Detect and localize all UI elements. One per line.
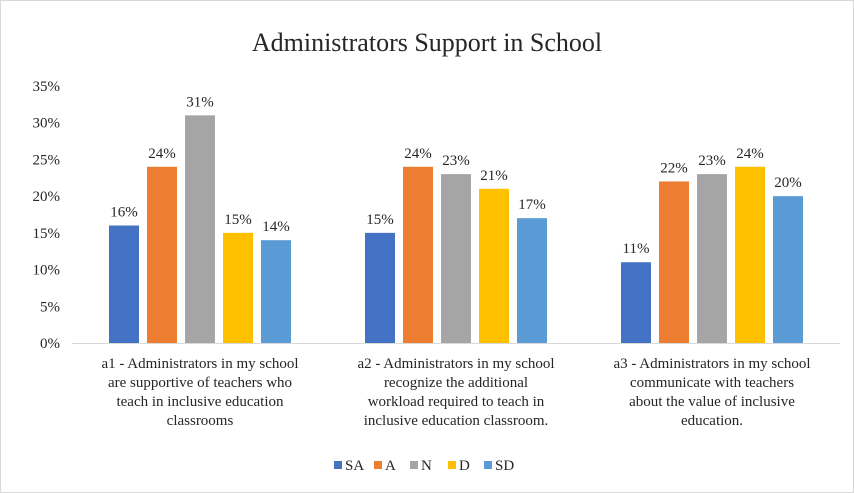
y-tick-label: 35% — [33, 79, 61, 95]
x-category-label: recognize the additional — [384, 375, 528, 391]
x-category-label: communicate with teachers — [630, 375, 794, 391]
y-tick-label: 5% — [40, 299, 60, 315]
bar-sd — [517, 218, 547, 343]
data-label: 14% — [262, 219, 290, 235]
bar-a — [403, 166, 433, 343]
data-label: 24% — [404, 146, 432, 162]
x-category-label: teach in inclusive education — [116, 394, 284, 410]
bar-sa — [109, 225, 139, 343]
bar-n — [441, 174, 471, 343]
chart-title: Administrators Support in School — [251, 28, 603, 57]
y-tick-label: 15% — [33, 226, 61, 242]
bar-sa — [621, 262, 651, 343]
x-category-label: about the value of inclusive — [629, 394, 795, 410]
legend-swatch-sd — [484, 461, 492, 469]
data-label: 17% — [518, 197, 546, 213]
data-label: 22% — [660, 160, 688, 176]
legend-label-d: D — [459, 458, 470, 474]
data-label: 15% — [366, 212, 394, 228]
bar-sd — [261, 240, 291, 343]
legend-label-a: A — [385, 458, 396, 474]
x-category-label: classrooms — [167, 413, 234, 429]
x-category-label: workload required to teach in — [368, 394, 545, 410]
x-category-label: a1 - Administrators in my school — [101, 356, 298, 372]
x-category-label: inclusive education classroom. — [364, 413, 549, 429]
legend-label-sa: SA — [345, 458, 364, 474]
y-tick-label: 0% — [40, 336, 60, 352]
bar-d — [735, 166, 765, 343]
bar-a — [659, 181, 689, 343]
bar-n — [697, 174, 727, 343]
bar-sa — [365, 232, 395, 343]
bar-n — [185, 115, 215, 343]
data-label: 11% — [623, 241, 650, 257]
y-tick-label: 30% — [33, 116, 61, 132]
bar-a — [147, 166, 177, 343]
legend-swatch-sa — [334, 461, 342, 469]
x-category-label: education. — [681, 413, 743, 429]
data-label: 15% — [224, 212, 252, 228]
x-category-label: are supportive of teachers who — [108, 375, 292, 391]
y-tick-label: 25% — [33, 152, 61, 168]
x-category-label: a3 - Administrators in my school — [613, 356, 810, 372]
data-label: 31% — [186, 94, 214, 110]
legend-label-n: N — [421, 458, 432, 474]
data-label: 24% — [148, 146, 176, 162]
data-label: 20% — [774, 175, 802, 191]
bar-d — [223, 232, 253, 343]
data-label: 23% — [698, 153, 726, 169]
legend-swatch-n — [410, 461, 418, 469]
bar-d — [479, 188, 509, 343]
x-category-label: a2 - Administrators in my school — [357, 356, 554, 372]
legend-swatch-d — [448, 461, 456, 469]
legend-swatch-a — [374, 461, 382, 469]
y-tick-label: 10% — [33, 263, 61, 279]
y-tick-label: 20% — [33, 189, 61, 205]
data-label: 21% — [480, 168, 508, 184]
data-label: 16% — [110, 205, 138, 221]
legend-label-sd: SD — [495, 458, 514, 474]
data-label: 23% — [442, 153, 470, 169]
data-label: 24% — [736, 146, 764, 162]
bar-sd — [773, 196, 803, 343]
